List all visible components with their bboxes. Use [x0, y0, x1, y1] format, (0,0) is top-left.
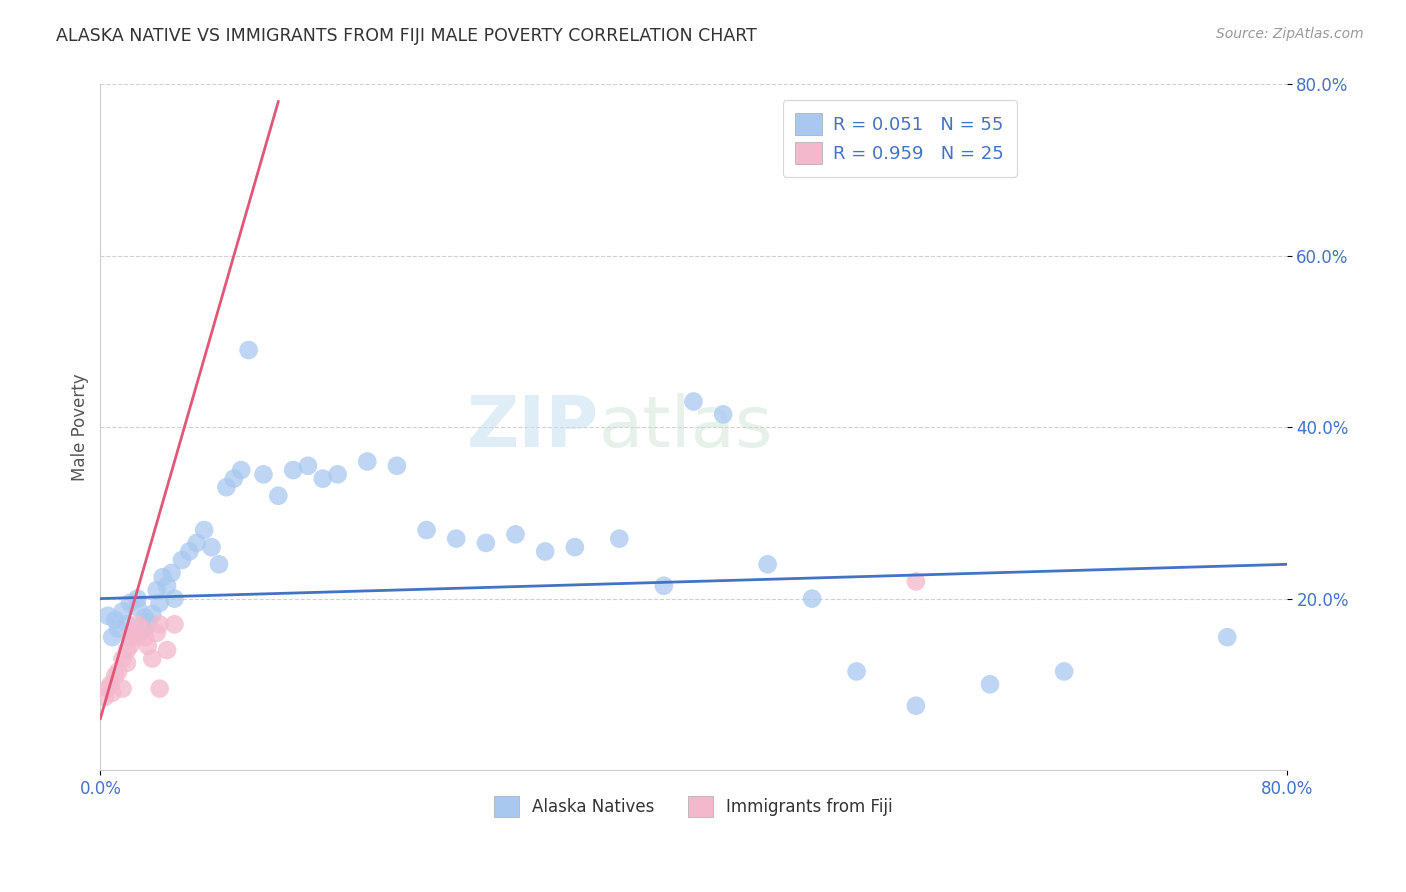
Point [127, 617, 149, 632]
Point [534, 544, 557, 558]
Point [118, 630, 141, 644]
Point [297, 458, 319, 473]
Point [141, 651, 163, 665]
Point [1053, 665, 1076, 679]
Point [97, 681, 120, 696]
Point [107, 622, 129, 636]
Point [97, 608, 120, 623]
Point [118, 639, 141, 653]
Point [160, 566, 183, 580]
Point [1216, 630, 1239, 644]
Point [118, 596, 141, 610]
Point [385, 458, 408, 473]
Point [415, 523, 437, 537]
Point [979, 677, 1001, 691]
Text: ALASKA NATIVE VS IMMIGRANTS FROM FIJI MALE POVERTY CORRELATION CHART: ALASKA NATIVE VS IMMIGRANTS FROM FIJI MA… [56, 27, 756, 45]
Point [149, 596, 172, 610]
Point [122, 626, 145, 640]
Point [101, 686, 124, 700]
Point [200, 540, 222, 554]
Point [208, 558, 231, 572]
Point [127, 591, 149, 606]
Legend: Alaska Natives, Immigrants from Fiji: Alaska Natives, Immigrants from Fiji [488, 789, 900, 823]
Point [756, 558, 779, 572]
Point [122, 626, 145, 640]
Point [107, 665, 129, 679]
Point [111, 651, 134, 665]
Point [127, 600, 149, 615]
Point [111, 681, 134, 696]
Point [564, 540, 586, 554]
Point [711, 408, 734, 422]
Point [904, 698, 927, 713]
Point [145, 626, 167, 640]
Point [281, 463, 304, 477]
Point [845, 665, 868, 679]
Text: atlas: atlas [599, 392, 773, 462]
Point [222, 472, 245, 486]
Point [104, 613, 127, 627]
Point [231, 463, 253, 477]
Point [100, 677, 122, 691]
Point [134, 622, 156, 636]
Point [115, 643, 138, 657]
Point [267, 489, 290, 503]
Point [152, 570, 174, 584]
Point [149, 617, 172, 632]
Point [94, 690, 117, 705]
Point [136, 615, 159, 630]
Point [127, 630, 149, 644]
Point [326, 467, 349, 482]
Point [193, 523, 215, 537]
Point [115, 656, 138, 670]
Point [444, 532, 467, 546]
Point [607, 532, 630, 546]
Text: Source: ZipAtlas.com: Source: ZipAtlas.com [1216, 27, 1364, 41]
Point [170, 553, 193, 567]
Point [134, 630, 156, 644]
Point [131, 622, 153, 636]
Text: ZIP: ZIP [467, 392, 599, 462]
Point [149, 681, 172, 696]
Point [356, 454, 378, 468]
Point [312, 472, 335, 486]
Point [186, 536, 208, 550]
Point [475, 536, 498, 550]
Point [215, 480, 238, 494]
Point [111, 604, 134, 618]
Point [505, 527, 527, 541]
Point [156, 579, 179, 593]
Point [801, 591, 824, 606]
Point [141, 607, 163, 621]
Point [179, 544, 201, 558]
Point [134, 610, 156, 624]
Point [101, 630, 124, 644]
Point [682, 394, 704, 409]
Y-axis label: Male Poverty: Male Poverty [72, 374, 89, 481]
Point [145, 582, 167, 597]
Point [163, 591, 186, 606]
Point [652, 579, 675, 593]
Point [238, 343, 260, 357]
Point [904, 574, 927, 589]
Point [115, 617, 138, 632]
Point [156, 643, 179, 657]
Point [136, 639, 159, 653]
Point [252, 467, 274, 482]
Point [163, 617, 186, 632]
Point [104, 669, 127, 683]
